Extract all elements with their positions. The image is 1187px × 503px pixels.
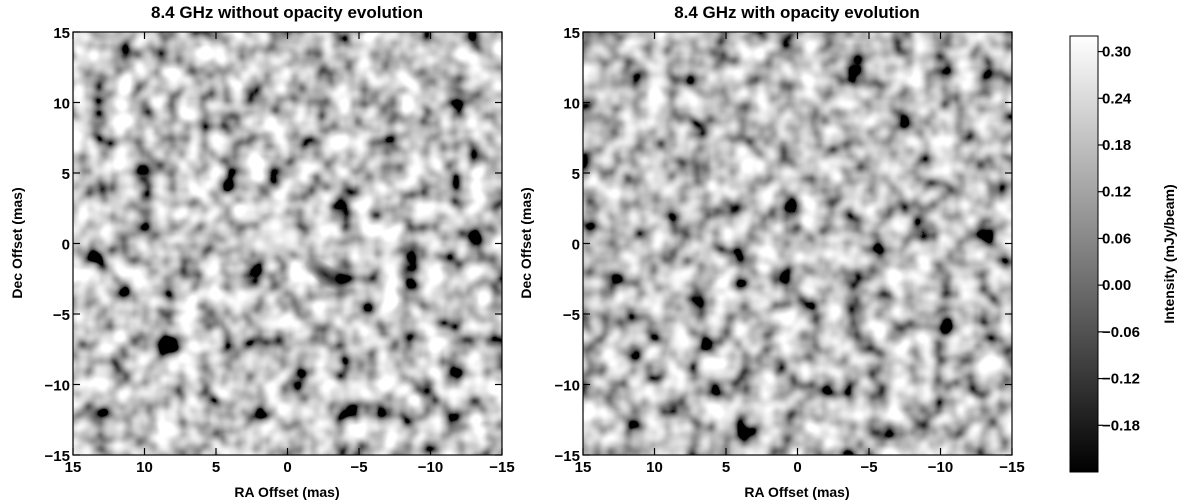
- x-tick-label: 10: [646, 459, 663, 476]
- y-tick-label: −15: [45, 448, 70, 465]
- y-axis-label: Dec Offset (mas): [518, 187, 534, 298]
- source-glow: [250, 212, 310, 268]
- intensity-map: [583, 32, 1012, 455]
- colorbar-tick-label: 0.06: [1102, 230, 1131, 247]
- y-tick-label: −5: [563, 307, 580, 324]
- x-tick-label: 15: [575, 459, 592, 476]
- x-tick-label: 5: [722, 459, 730, 476]
- x-tick-label: 15: [65, 459, 82, 476]
- axes: 15 10 5 0 −5 −10 −15 −15 −10 −5 0 5 10 15: [45, 25, 515, 476]
- colorbar-tick-label: −0.12: [1102, 371, 1140, 388]
- x-axis-label: RA Offset (mas): [744, 484, 849, 500]
- x-tick-label: −10: [928, 459, 953, 476]
- colorbar-gradient: [1069, 35, 1099, 473]
- y-tick-label: 10: [53, 96, 70, 113]
- x-tick-label: −5: [860, 459, 877, 476]
- intensity-map: [73, 32, 502, 455]
- y-tick-label: −5: [53, 307, 70, 324]
- y-tick-label: −10: [45, 378, 70, 395]
- colorbar-tick-label: 0.24: [1102, 90, 1132, 107]
- colorbar-tick-label: 0.30: [1102, 44, 1131, 61]
- axes: 15 10 5 0 −5 −10 −15 −15 −10 −5 0 5 10 15: [555, 25, 1025, 476]
- colorbar-ticks: 0.30 0.24 0.18 0.12 0.06 0.00 −0.06 −0.12 −0.18: [1098, 44, 1140, 434]
- y-tick-label: 15: [53, 25, 70, 42]
- panel-title: 8.4 GHz without opacity evolution: [151, 3, 423, 22]
- colorbar: 0.300.240.180.120.060.00−0.06−0.12−0.18 …: [1069, 35, 1177, 473]
- colorbar-tick-label: 0.12: [1102, 184, 1131, 201]
- y-axis-label: Dec Offset (mas): [9, 187, 25, 298]
- colorbar-tick-label: −0.18: [1102, 417, 1140, 434]
- colorbar-tick-label: 0.18: [1102, 137, 1131, 154]
- y-tick-label: 10: [563, 96, 580, 113]
- y-tick-label: 0: [572, 237, 580, 254]
- x-tick-label: 0: [793, 459, 801, 476]
- x-tick-label: 5: [212, 459, 220, 476]
- colorbar-tick-label: 0.00: [1102, 277, 1131, 294]
- y-tick-label: 15: [563, 25, 580, 42]
- x-tick-label: −5: [350, 459, 367, 476]
- panel-title: 8.4 GHz with opacity evolution: [674, 3, 920, 22]
- x-tick-label: −15: [489, 459, 514, 476]
- panel-with-opacity: 8.4 GHz with opacity evolution 15 10 5 0 −5 −…: [518, 3, 1025, 500]
- y-tick-label: 5: [572, 166, 580, 183]
- x-axis-label: RA Offset (mas): [234, 484, 339, 500]
- x-tick-label: −10: [418, 459, 443, 476]
- panel-without-opacity: 8.4 GHz without opacity evolution 15 10 5 0…: [9, 3, 515, 500]
- y-tick-label: 0: [62, 237, 70, 254]
- y-tick-label: −10: [555, 378, 580, 395]
- dark-trough: [303, 257, 349, 293]
- y-tick-label: −15: [555, 448, 580, 465]
- y-tick-label: 5: [62, 166, 70, 183]
- x-tick-label: −15: [999, 459, 1024, 476]
- colorbar-label: Intensity (mJy/beam): [1161, 184, 1177, 323]
- colorbar-tick-label: −0.06: [1102, 324, 1140, 341]
- x-tick-label: 0: [283, 459, 291, 476]
- x-tick-label: 10: [136, 459, 153, 476]
